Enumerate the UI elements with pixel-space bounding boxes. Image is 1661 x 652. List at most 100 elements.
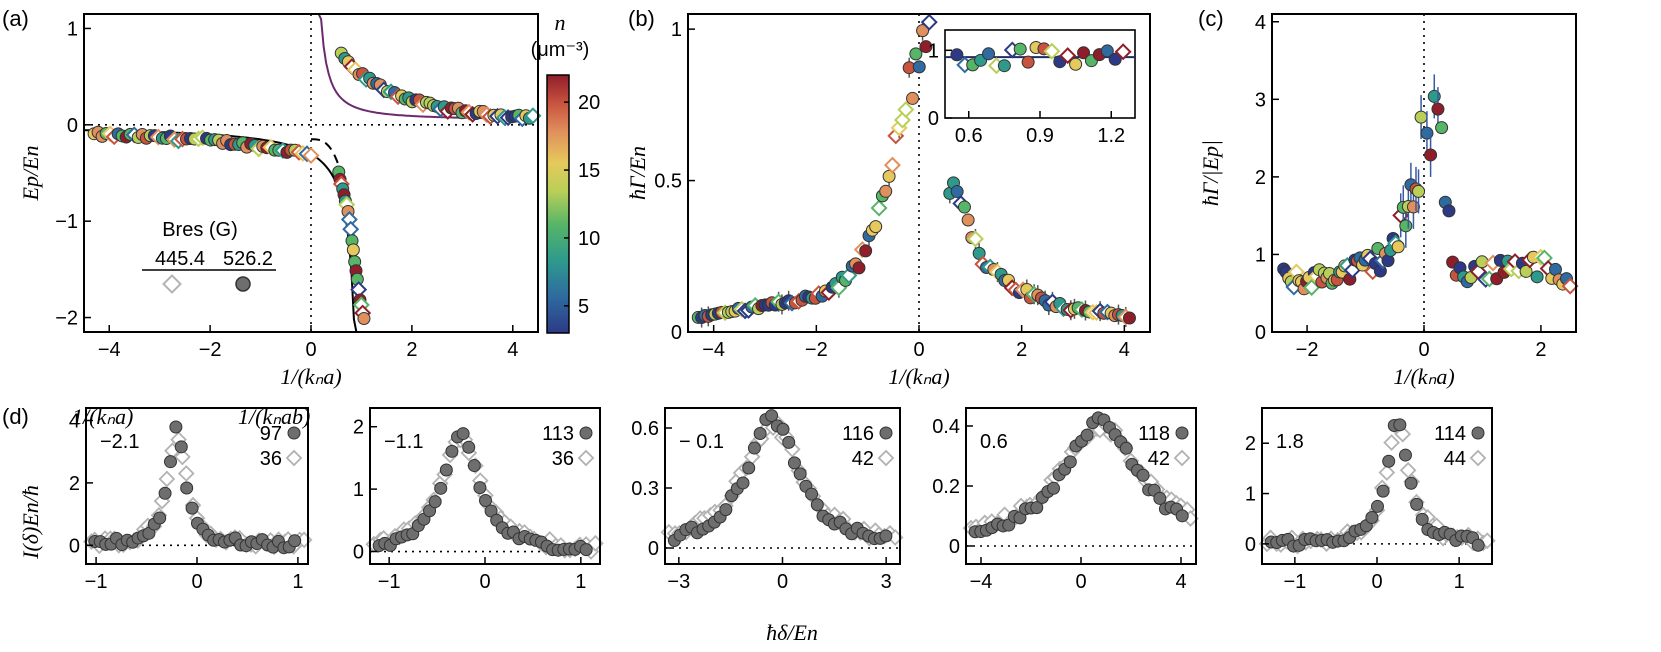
d-kab-filled-value: 97 bbox=[260, 423, 282, 445]
panel-b-marks bbox=[691, 13, 1136, 332]
d-legend-hollow-marker bbox=[1173, 449, 1191, 467]
d-subplot-axes: −1 0 1 0 1 2 bbox=[353, 417, 587, 593]
d-legend-hollow-marker bbox=[285, 449, 303, 467]
d-subplot-xtick-label: −1 bbox=[1283, 571, 1306, 593]
panel-b-xtick-label: −4 bbox=[702, 339, 725, 361]
panel-c-marks bbox=[1277, 14, 1579, 332]
panel-b-point bbox=[961, 213, 975, 227]
d-subplot-xtick-label: −1 bbox=[378, 571, 401, 593]
d-subplot-xtick-label: 3 bbox=[881, 571, 892, 593]
d-point-filled bbox=[879, 529, 893, 543]
panel-c-ytick-label: 4 bbox=[1255, 12, 1266, 34]
panel-b-xtick-label: 4 bbox=[1119, 339, 1130, 361]
panel-c-xlabel: 1/(kₙa) bbox=[1393, 364, 1454, 389]
d-subplot-marks bbox=[962, 411, 1199, 547]
d-point-filled bbox=[1047, 481, 1061, 495]
d-point-filled bbox=[1376, 484, 1390, 498]
d-subplot-xtick-label: 4 bbox=[1175, 571, 1186, 593]
panel-a-ylabel: Ep/En bbox=[18, 146, 43, 202]
colorbar-tick-label: 10 bbox=[578, 228, 600, 250]
panel-c-xtick-label: −2 bbox=[1296, 339, 1319, 361]
d-point-filled bbox=[445, 444, 459, 458]
panel-b-inset: 0.6 0.9 1.2 0 1 bbox=[928, 29, 1136, 147]
d-kab-hollow-value: 36 bbox=[260, 448, 282, 470]
panel-b-xtick-label: 0 bbox=[913, 339, 924, 361]
d-point-filled bbox=[1398, 448, 1412, 462]
d-point-filled bbox=[174, 440, 188, 454]
panel-b-point bbox=[883, 156, 901, 174]
d-point-filled bbox=[439, 463, 453, 477]
d-subplot-ytick-label: 1 bbox=[353, 479, 364, 501]
panel-a-ytick-label: −1 bbox=[55, 211, 78, 233]
d-point-filled bbox=[1393, 418, 1407, 432]
panel-c-axes: −2 0 2 0 1 2 3 4 bbox=[1255, 12, 1547, 361]
d-point-filled bbox=[1153, 491, 1167, 505]
inset-point bbox=[1100, 44, 1114, 58]
d-subplot-ytick-label: 0 bbox=[69, 535, 80, 557]
panel-c-point bbox=[1561, 277, 1579, 295]
inset-point bbox=[982, 47, 996, 61]
d-point-filled bbox=[793, 467, 807, 481]
d-subplot-marks bbox=[83, 420, 313, 555]
d-kab-filled-value: 114 bbox=[1434, 423, 1466, 445]
d-ka-value: 1.8 bbox=[1276, 431, 1304, 453]
panel-a-xtick-label: 4 bbox=[507, 339, 518, 361]
panel-label-a: (a) bbox=[2, 6, 29, 31]
d-subplot-xtick-label: 0 bbox=[1371, 571, 1382, 593]
d-subplot-ytick-label: 1 bbox=[1245, 484, 1256, 506]
panel-a-ytick-label: −2 bbox=[55, 308, 78, 330]
d-subplot-xtick-label: 0 bbox=[479, 571, 490, 593]
d-subplot-axes: −4 0 4 0 0.2 0.4 bbox=[932, 416, 1186, 593]
d-point-filled bbox=[579, 543, 593, 557]
d-point-filled bbox=[742, 461, 756, 475]
d-subplot-xtick-label: 1 bbox=[1454, 571, 1465, 593]
d-point-filled bbox=[1030, 501, 1044, 515]
d-subplot-ytick-label: 2 bbox=[353, 417, 364, 439]
d-point-hollow bbox=[174, 448, 191, 466]
panel-c-xtick-label: 0 bbox=[1418, 339, 1429, 361]
panel-c-ytick-label: 0 bbox=[1255, 322, 1266, 344]
d-subplot-ytick-label: 0.3 bbox=[631, 478, 659, 500]
legend-marker-filled bbox=[235, 276, 251, 292]
panel-c-point bbox=[1530, 270, 1544, 284]
panel-c-ylabel: ħΓ/|Ep| bbox=[1198, 140, 1223, 206]
d-point-hollow bbox=[1378, 464, 1396, 481]
panel-b-point bbox=[957, 200, 971, 214]
d-kab-filled-value: 118 bbox=[1138, 423, 1170, 445]
panel-label-d: (d) bbox=[2, 404, 29, 429]
panel-label-c: (c) bbox=[1198, 6, 1224, 31]
panel-b-point bbox=[869, 220, 883, 234]
panel-b-axes: −4 −2 0 2 4 0 0.5 1 bbox=[654, 19, 1130, 361]
panel-a-xtick-label: −2 bbox=[199, 339, 222, 361]
d-point-filled bbox=[1415, 512, 1429, 526]
d-subplot-ytick-label: 0 bbox=[949, 536, 960, 558]
d-point-filled bbox=[1370, 499, 1384, 513]
d-kab-hollow-value: 36 bbox=[552, 448, 574, 470]
panel-d: 1/(kₙa) 1/(kₙab) I(δ)En/ħ ħδ/En −1 0 1024−… bbox=[18, 404, 1496, 645]
panel-d-ylabel: I(δ)En/ħ bbox=[18, 485, 43, 560]
panel-b-point bbox=[909, 47, 923, 61]
panel-b-point bbox=[1122, 311, 1136, 325]
d-point-filled bbox=[1365, 511, 1379, 525]
panel-b-point bbox=[852, 261, 866, 275]
legend-title: Bres (G) bbox=[162, 219, 238, 241]
d-point-hollow bbox=[177, 465, 195, 482]
inset-point bbox=[1043, 42, 1061, 60]
panel-b: −4 −2 0 2 4 0 0.5 1 1/(kₙa) ħΓ/En 0.6 0.9 1.2 0 1 bbox=[625, 13, 1151, 389]
panel-a: −4 −2 0 2 4 −2 −1 0 1 1/(kₙa) Ep/En Bres (G) 445… bbox=[18, 10, 600, 389]
d-subplot-marks bbox=[660, 409, 904, 549]
panel-c-point bbox=[1435, 121, 1449, 135]
d-kab-filled-value: 116 bbox=[842, 423, 874, 445]
d-subplot-4: −4 0 4 0 0.2 0.4 0.6 118 42 bbox=[932, 407, 1199, 593]
inset-point bbox=[997, 59, 1011, 73]
inset-point bbox=[1077, 46, 1091, 60]
panel-a-xtick-label: 0 bbox=[305, 339, 316, 361]
colorbar-tick-label: 15 bbox=[578, 160, 600, 182]
panel-d-xlabel: ħδ/En bbox=[766, 620, 818, 645]
d-subplot-marks bbox=[1258, 418, 1496, 555]
panel-a-dashed-curve bbox=[311, 138, 364, 308]
d-ka-value: − 0.1 bbox=[679, 431, 724, 453]
d-point-filled bbox=[747, 441, 761, 455]
panel-a-ytick-label: 1 bbox=[67, 18, 78, 40]
